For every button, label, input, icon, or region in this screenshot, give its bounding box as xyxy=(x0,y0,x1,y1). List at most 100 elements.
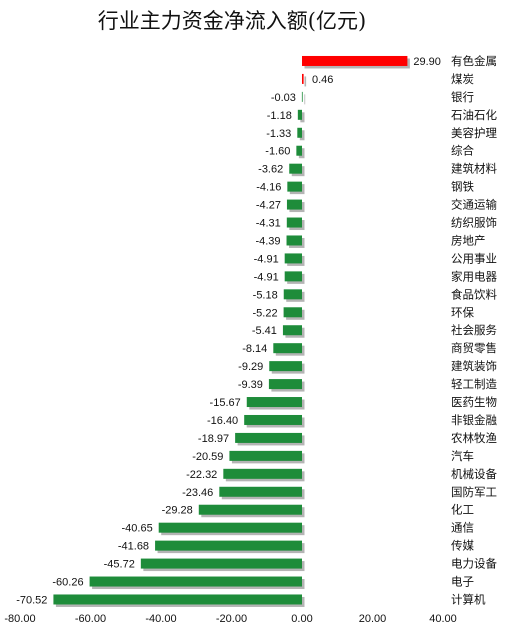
category-label: 轻工制造 xyxy=(451,377,497,391)
value-label: -4.39 xyxy=(255,235,280,247)
bar xyxy=(273,343,302,354)
value-label: -40.65 xyxy=(122,523,153,535)
value-label: -16.40 xyxy=(207,415,238,427)
x-tick-label: -40.00 xyxy=(145,613,176,625)
bar xyxy=(301,91,303,102)
category-label: 机械设备 xyxy=(451,467,497,481)
bar-shadow xyxy=(304,94,306,105)
category-label: 有色金属 xyxy=(451,54,497,68)
bar xyxy=(219,486,302,497)
value-label: -4.27 xyxy=(256,200,281,212)
value-label: -0.03 xyxy=(271,92,296,104)
category-label: 食品饮料 xyxy=(451,287,497,301)
bar xyxy=(89,576,303,587)
bar xyxy=(246,397,302,408)
bar xyxy=(302,55,408,66)
bar xyxy=(198,504,302,515)
value-label: -1.60 xyxy=(265,146,290,158)
value-label: -1.33 xyxy=(266,128,291,140)
x-tick-label: 20.00 xyxy=(359,613,387,625)
value-label: -9.29 xyxy=(238,361,263,373)
category-label: 电子 xyxy=(451,575,474,589)
bar xyxy=(302,73,304,84)
chart-title: 行业主力资金净流入额(亿元) xyxy=(98,9,366,33)
bar xyxy=(296,145,302,156)
value-label: -3.62 xyxy=(258,164,283,176)
category-label: 非银金融 xyxy=(451,413,497,427)
bar xyxy=(140,558,302,569)
category-label: 银行 xyxy=(451,90,474,104)
category-label: 美容护理 xyxy=(451,126,497,140)
bar xyxy=(286,199,302,210)
category-label: 建筑材料 xyxy=(451,162,497,176)
value-label: -60.26 xyxy=(52,577,83,589)
bar xyxy=(223,468,302,479)
bar xyxy=(283,307,302,318)
x-tick-label: -20.00 xyxy=(216,613,247,625)
value-label: -4.91 xyxy=(254,253,279,265)
value-label: -41.68 xyxy=(118,541,149,553)
bar xyxy=(158,522,302,533)
bar xyxy=(229,450,302,461)
value-label: -15.67 xyxy=(210,397,241,409)
bar xyxy=(282,325,302,336)
category-label: 传媒 xyxy=(451,539,474,553)
value-label: -9.39 xyxy=(238,379,263,391)
category-label: 房地产 xyxy=(451,233,486,247)
value-label: -18.97 xyxy=(198,433,229,445)
category-label: 家用电器 xyxy=(451,269,497,283)
x-tick-label: -80.00 xyxy=(4,613,35,625)
category-label: 煤炭 xyxy=(451,72,474,86)
category-label: 纺织服饰 xyxy=(451,216,497,230)
category-label: 建筑装饰 xyxy=(451,359,497,373)
bar xyxy=(289,163,302,174)
value-label: -29.28 xyxy=(162,505,193,517)
category-label: 医药生物 xyxy=(451,395,497,409)
bar xyxy=(269,361,302,372)
value-label: -8.14 xyxy=(242,343,267,355)
category-label: 通信 xyxy=(451,521,474,535)
value-label: -4.31 xyxy=(256,218,281,230)
bar xyxy=(297,109,302,120)
bar xyxy=(286,235,302,246)
category-label: 农林牧渔 xyxy=(451,431,497,445)
value-label: -4.16 xyxy=(256,182,281,194)
bar xyxy=(53,594,303,605)
bar xyxy=(297,127,302,138)
bar xyxy=(284,253,302,264)
value-label: -22.32 xyxy=(186,469,217,481)
bar xyxy=(155,540,302,551)
value-label: -5.41 xyxy=(252,325,277,337)
bar xyxy=(286,217,302,228)
bar-shadow xyxy=(300,112,305,123)
value-label: -1.18 xyxy=(267,110,292,122)
value-label: -70.52 xyxy=(16,594,47,606)
value-label: -5.18 xyxy=(253,289,278,301)
bar xyxy=(283,289,302,300)
category-label: 电力设备 xyxy=(451,557,497,571)
category-label: 环保 xyxy=(451,305,474,319)
category-label: 交通运输 xyxy=(451,198,497,212)
bars-layer xyxy=(53,55,410,607)
bar xyxy=(287,181,302,192)
value-label: -45.72 xyxy=(104,559,135,571)
category-label: 国防军工 xyxy=(451,485,497,499)
value-label: 29.90 xyxy=(413,56,441,68)
value-label: -5.22 xyxy=(253,307,278,319)
value-label: -4.91 xyxy=(254,271,279,283)
category-label: 商贸零售 xyxy=(451,341,497,355)
category-label: 石油石化 xyxy=(451,108,497,122)
bar xyxy=(235,432,302,443)
category-label: 钢铁 xyxy=(451,180,474,194)
category-label: 汽车 xyxy=(451,449,474,463)
value-label: -23.46 xyxy=(182,487,213,499)
bar xyxy=(268,379,302,390)
x-tick-label: 0.00 xyxy=(291,613,312,625)
bar xyxy=(284,271,302,282)
value-label: -20.59 xyxy=(192,451,223,463)
bar xyxy=(244,414,302,425)
category-label: 计算机 xyxy=(451,592,486,606)
x-tick-label: 40.00 xyxy=(429,613,457,625)
category-label: 综合 xyxy=(451,144,474,158)
